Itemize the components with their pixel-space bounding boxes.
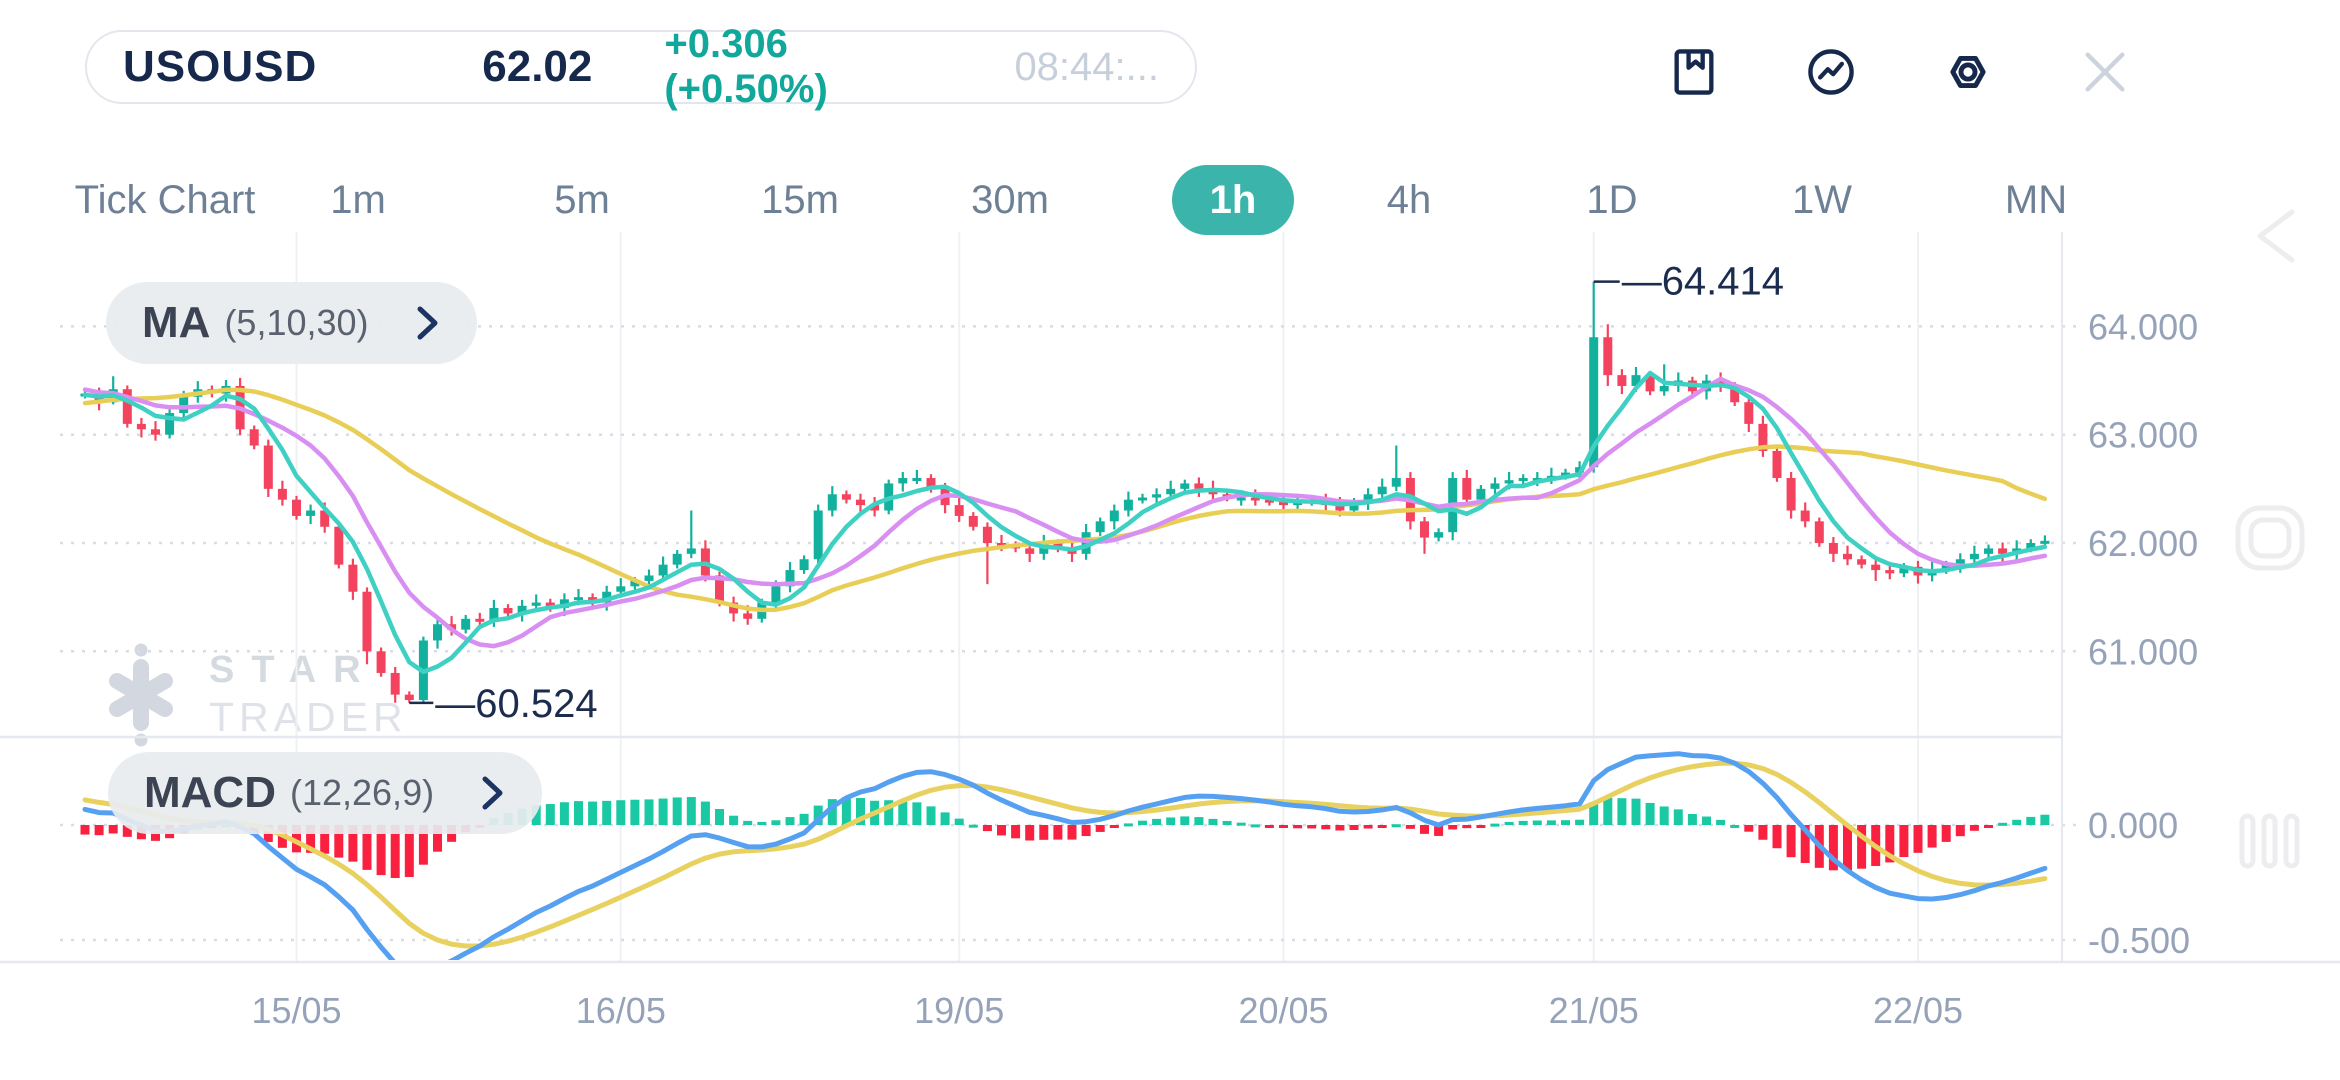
svg-text:15/05: 15/05 xyxy=(251,990,341,1031)
svg-text:20/05: 20/05 xyxy=(1238,990,1328,1031)
collapse-panel-chevron-icon[interactable] xyxy=(2248,206,2300,266)
symbol-name: USOUSD xyxy=(123,42,318,91)
svg-text:63.000: 63.000 xyxy=(2088,415,2198,456)
settings-icon[interactable] xyxy=(1942,46,1994,98)
chevron-right-icon xyxy=(480,773,506,813)
star-logo-icon xyxy=(95,643,187,747)
ma-label: MA xyxy=(142,298,211,347)
svg-text:16/05: 16/05 xyxy=(576,990,666,1031)
header-toolbar xyxy=(1668,46,2131,98)
svg-text:—64.414: —64.414 xyxy=(1622,260,1784,304)
svg-text:21/05: 21/05 xyxy=(1549,990,1639,1031)
tab-4h[interactable]: 4h xyxy=(1386,177,1432,222)
axis-labels: 64.000 63.000 62.000 61.000 0.000 -0.500 15/05… xyxy=(251,260,2198,1031)
screenshot-frame-icon[interactable] xyxy=(2234,504,2306,572)
svg-text:61.000: 61.000 xyxy=(2088,631,2198,672)
indicator-icon[interactable] xyxy=(1805,46,1857,98)
macd-params: (12,26,9) xyxy=(289,772,435,813)
ma-lines xyxy=(82,370,2048,675)
svg-text:64.000: 64.000 xyxy=(2088,306,2198,347)
ma-params: (5,10,30) xyxy=(224,302,369,343)
svg-text:22/05: 22/05 xyxy=(1873,990,1963,1031)
tab-tick-chart[interactable]: Tick Chart xyxy=(74,177,256,222)
quote-time: 08:44:... xyxy=(1014,44,1159,89)
drag-handle-bars-icon[interactable] xyxy=(2238,812,2302,870)
last-price: 62.02 xyxy=(482,42,593,91)
tab-1d[interactable]: 1D xyxy=(1586,177,1638,222)
svg-text:—60.524: —60.524 xyxy=(435,682,597,726)
price-change: +0.306 (+0.50%) xyxy=(664,22,828,111)
svg-text:19/05: 19/05 xyxy=(914,990,1004,1031)
close-icon[interactable] xyxy=(2079,46,2131,98)
svg-text:-0.500: -0.500 xyxy=(2088,920,2190,961)
svg-text:0.000: 0.000 xyxy=(2088,805,2178,846)
watermark-line2: TRADER xyxy=(209,694,408,740)
tab-15m[interactable]: 15m xyxy=(761,177,839,222)
tab-5m[interactable]: 5m xyxy=(554,177,610,222)
watermark: STAR TRADER xyxy=(95,643,408,747)
tab-1w[interactable]: 1W xyxy=(1792,177,1852,222)
watermark-line1: STAR xyxy=(209,649,378,691)
quote-header: USOUSD 62.02 +0.306 (+0.50%) 08:44:... xyxy=(85,22,1197,111)
chevron-right-icon xyxy=(415,303,441,343)
ma-indicator-button[interactable]: MA (5,10,30) xyxy=(106,282,477,364)
tab-1m[interactable]: 1m xyxy=(330,177,386,222)
macd-indicator-button[interactable]: MACD (12,26,9) xyxy=(108,752,543,834)
tab-mn[interactable]: MN xyxy=(2004,177,2068,222)
tab-1h[interactable]: 1h xyxy=(1172,165,1294,235)
macd-label: MACD xyxy=(144,768,276,817)
bookmark-icon[interactable] xyxy=(1668,46,1720,98)
timeframe-tabs: Tick Chart 1m 5m 15m 30m 1h 4h 1D 1W MN xyxy=(0,160,2340,240)
macd-panel xyxy=(80,751,2050,960)
svg-text:62.000: 62.000 xyxy=(2088,523,2198,564)
tab-30m[interactable]: 30m xyxy=(971,177,1049,222)
chart-grid xyxy=(0,232,2340,964)
